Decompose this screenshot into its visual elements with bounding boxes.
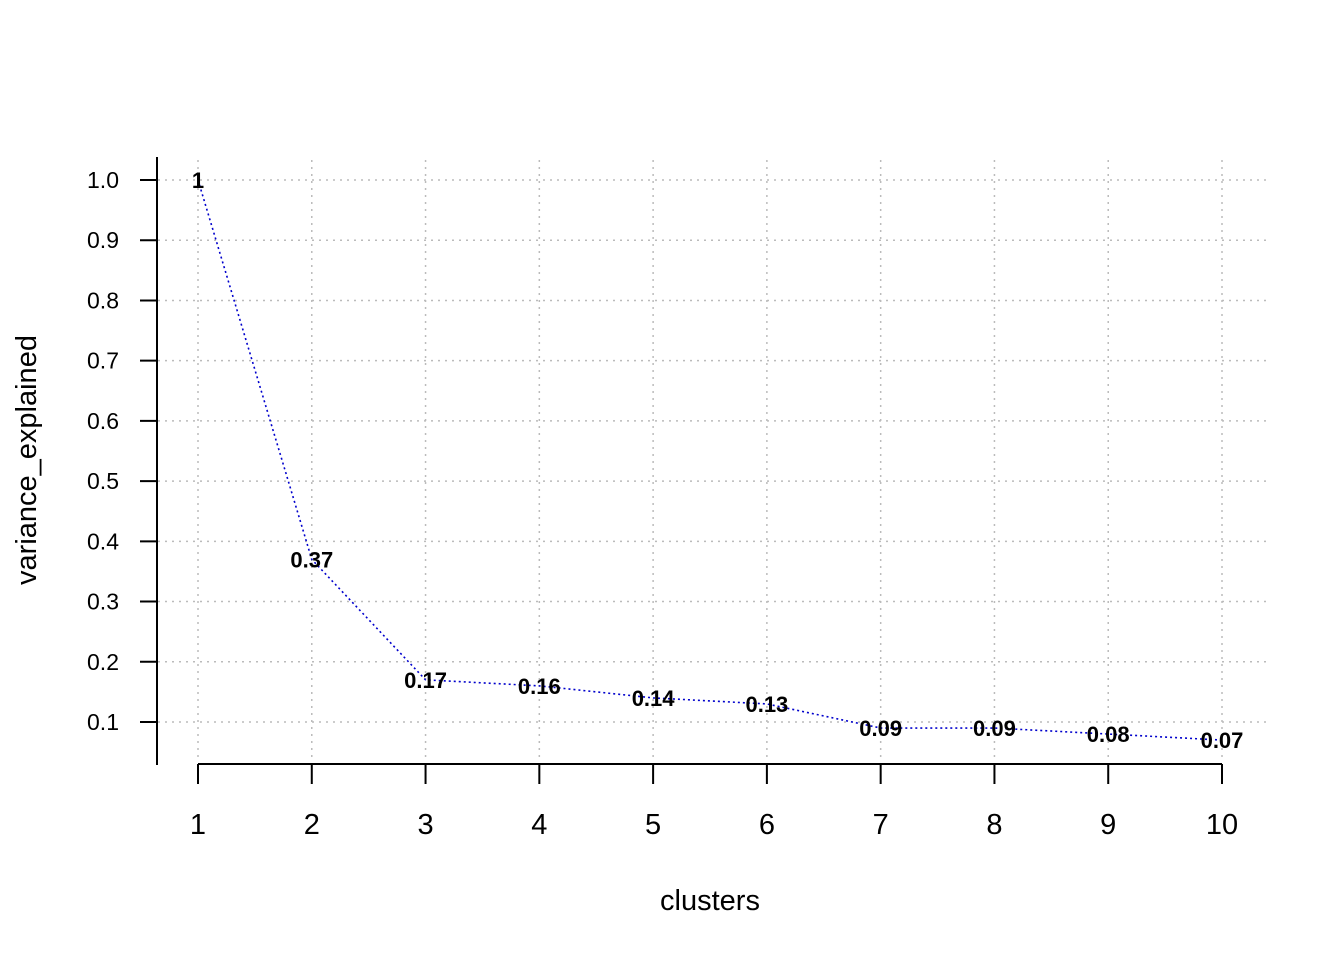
y-tick-label: 0.4 — [87, 528, 119, 554]
y-tick-label: 0.5 — [87, 468, 119, 494]
y-tick-label: 0.6 — [87, 408, 119, 434]
y-axis-title: variance_explained — [11, 335, 43, 585]
x-tick-label: 9 — [1100, 809, 1116, 841]
x-ticks: 1 2 3 4 5 6 7 8 9 10 — [190, 764, 1238, 841]
x-tick-label: 10 — [1206, 809, 1238, 841]
y-tick-label: 0.1 — [87, 709, 119, 735]
y-tick-label: 0.2 — [87, 649, 119, 675]
data-label: 0.37 — [290, 547, 333, 572]
y-tick-label: 0.7 — [87, 348, 119, 374]
x-tick-label: 6 — [759, 809, 775, 841]
series — [197, 179, 1223, 741]
y-tick-label: 0.3 — [87, 589, 119, 615]
data-label: 0.07 — [1201, 728, 1244, 753]
axes — [156, 157, 1222, 765]
x-tick-label: 3 — [417, 809, 433, 841]
data-label: 0.09 — [973, 716, 1016, 741]
x-tick-label: 8 — [986, 809, 1002, 841]
x-tick-label: 4 — [531, 809, 547, 841]
x-tick-label: 2 — [304, 809, 320, 841]
x-tick-label: 7 — [873, 809, 889, 841]
grid — [158, 160, 1268, 760]
data-label: 0.09 — [859, 716, 902, 741]
data-label: 0.13 — [745, 692, 788, 717]
variance-line — [197, 179, 1223, 741]
data-label: 0.16 — [518, 674, 561, 699]
data-label: 0.17 — [404, 668, 447, 693]
data-label: 0.08 — [1087, 722, 1130, 747]
x-tick-label: 5 — [645, 809, 661, 841]
data-labels: 1 0.37 0.17 0.16 0.14 0.13 0.09 0.09 0.08 0.07 — [192, 168, 1244, 753]
data-label: 1 — [192, 168, 204, 193]
y-ticks: 0.1 0.2 0.3 0.4 0.5 0.6 0.7 0.8 0.9 1.0 — [87, 167, 157, 735]
y-tick-label: 0.8 — [87, 287, 119, 313]
data-label: 0.14 — [632, 686, 676, 711]
y-tick-label: 0.9 — [87, 227, 119, 253]
x-axis-title: clusters — [660, 885, 760, 917]
y-tick-label: 1.0 — [87, 167, 119, 193]
x-tick-label: 1 — [190, 809, 206, 841]
